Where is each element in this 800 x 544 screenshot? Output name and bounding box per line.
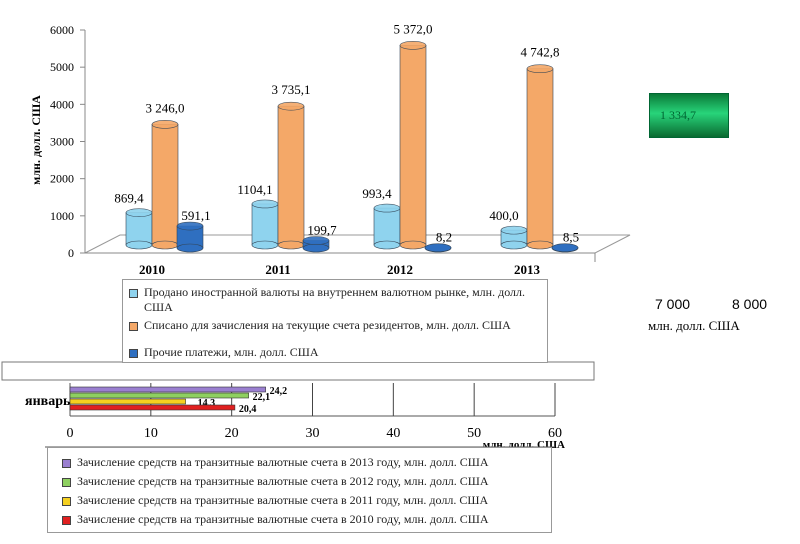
- y-tick-label: 3000: [50, 135, 74, 149]
- legend-swatch: [62, 459, 71, 468]
- legend-swatch: [129, 289, 138, 298]
- category-label: 2012: [387, 262, 413, 277]
- x-tick-label: 50: [467, 426, 481, 441]
- legend-label: Зачисление средств на транзитные валютны…: [77, 455, 489, 469]
- category-label: 2010: [139, 262, 165, 277]
- data-label: 5 372,0: [394, 21, 433, 36]
- data-label: 3 735,1: [272, 82, 311, 97]
- x-tick-label: 0: [67, 426, 74, 441]
- bar-series-3: [69, 404, 236, 411]
- bar-series-2: [69, 398, 186, 405]
- bar-series-1: [69, 392, 249, 399]
- legend-label: Прочие платежи, млн. долл. США: [144, 345, 319, 359]
- data-label: 869,4: [114, 191, 144, 206]
- data-label: 993,4: [362, 186, 392, 201]
- legend-item: Зачисление средств на транзитные валютны…: [62, 455, 537, 470]
- data-label: 8,5: [563, 230, 579, 245]
- legend-item: Зачисление средств на транзитные валютны…: [62, 474, 537, 489]
- legend-label: Зачисление средств на транзитные валютны…: [77, 474, 489, 488]
- bg-tick-8000: 8 000: [732, 296, 768, 312]
- category-label: 2011: [265, 262, 290, 277]
- bar-2011-series-2: [302, 236, 330, 253]
- bar-2011-series-0: [251, 199, 279, 250]
- legend-swatch: [129, 349, 138, 358]
- category-label: 2013: [514, 262, 541, 277]
- bar-2012-series-2: [424, 243, 452, 253]
- x-tick-label: 60: [548, 426, 562, 441]
- y-tick-label: 2000: [50, 172, 74, 186]
- legend-item: Прочие платежи, млн. долл. США: [129, 345, 541, 360]
- legend-item: Зачисление средств на транзитные валютны…: [62, 493, 537, 508]
- bar-2013-series-0: [500, 225, 528, 250]
- y-tick-label: 4000: [50, 97, 74, 111]
- legend-item: Списано для зачисления на текущие счета …: [129, 318, 541, 333]
- bar-2012-series-0: [373, 203, 401, 250]
- x-tick-label: 10: [144, 426, 158, 441]
- bg-tick-7000: 7 000: [655, 296, 691, 312]
- x-tick-label: 30: [306, 426, 320, 441]
- legend-label: Зачисление средств на транзитные валютны…: [77, 512, 489, 526]
- legend-label: Зачисление средств на транзитные валютны…: [77, 493, 489, 507]
- green-value: 1 334,7: [660, 108, 696, 122]
- y-tick-label: 6000: [50, 23, 74, 37]
- y-tick-label: 1000: [50, 209, 74, 223]
- legend-swatch: [62, 478, 71, 487]
- legend-bottom: Зачисление средств на транзитные валютны…: [47, 447, 552, 533]
- data-label: 14,3: [198, 398, 216, 409]
- x-tick-label: 20: [225, 426, 239, 441]
- x-tick-label: 40: [386, 426, 400, 441]
- data-label: 4 742,8: [521, 45, 560, 60]
- bar-2013-series-1: [526, 64, 554, 250]
- legend-swatch: [62, 497, 71, 506]
- y-tick-label: 0: [68, 246, 74, 260]
- legend-item: Продано иностранной валюты на внутреннем…: [129, 285, 541, 315]
- bar-2013-series-2: [551, 243, 579, 253]
- legend-swatch: [62, 516, 71, 525]
- data-label: 591,1: [181, 208, 210, 223]
- bar-2012-series-1: [399, 41, 427, 250]
- data-label: 8,2: [436, 230, 452, 245]
- bar-2011-series-1: [277, 101, 305, 250]
- legend-label: Продано иностранной валюты на внутреннем…: [144, 285, 526, 314]
- legend-item: Зачисление средств на транзитные валютны…: [62, 512, 537, 527]
- data-label: 3 246,0: [146, 100, 185, 115]
- bar-2010-series-2: [176, 221, 204, 253]
- data-label: 400,0: [489, 208, 518, 223]
- legend-swatch: [129, 322, 138, 331]
- green-value-box: 1 334,7: [649, 93, 729, 138]
- bar-series-0: [69, 386, 266, 393]
- data-label: 199,7: [307, 223, 337, 238]
- data-label: 22,1: [253, 392, 271, 403]
- bg-frame: [1, 361, 595, 381]
- data-label: 20,4: [239, 404, 257, 415]
- bar-2010-series-0: [125, 208, 153, 250]
- bg-xlabel: млн. долл. США: [648, 318, 740, 333]
- data-label: 24,2: [270, 386, 288, 397]
- bar-2010-series-1: [151, 120, 179, 250]
- category-label: январь: [25, 394, 71, 409]
- data-label: 1104,1: [237, 182, 272, 197]
- y-axis-label: млн. долл. США: [29, 95, 43, 185]
- legend-top: Продано иностранной валюты на внутреннем…: [122, 279, 548, 363]
- y-tick-label: 5000: [50, 60, 74, 74]
- legend-label: Списано для зачисления на текущие счета …: [144, 318, 511, 332]
